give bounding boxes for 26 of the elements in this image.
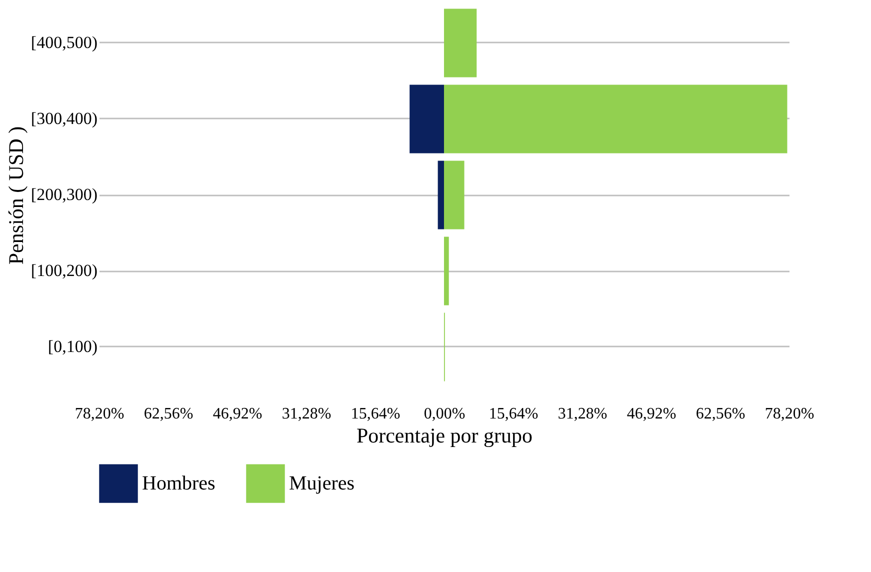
x-tick-label: 62,56% (144, 406, 194, 422)
bar (444, 84, 788, 154)
x-tick-label: 46,92% (626, 406, 676, 422)
y-tick-label: [400,500) (30, 33, 98, 52)
x-tick-label: 31,28% (282, 406, 332, 422)
legend-label: Hombres (142, 472, 216, 495)
bar (444, 160, 464, 230)
x-tick-label: 46,92% (212, 406, 262, 422)
x-tick-label: 31,28% (558, 406, 608, 422)
y-tick-label: [200,300) (30, 185, 98, 204)
x-axis-title: Porcentaje por grupo (356, 424, 533, 448)
x-tick-label: 0,00% (424, 406, 466, 422)
x-tick-label: 78,20% (764, 406, 814, 422)
y-tick-label: [100,200) (30, 261, 98, 280)
y-tick-label: [0,100) (48, 337, 98, 356)
x-tick-label: 78,20% (74, 406, 124, 422)
y-tick-label: [300,400) (30, 109, 98, 128)
x-tick-label: 15,64% (350, 406, 400, 422)
x-tick-label: 62,56% (696, 406, 746, 422)
y-axis-title: Pensión ( USD ) (4, 126, 28, 265)
bar (444, 236, 449, 306)
bar (444, 8, 477, 78)
bar (438, 160, 444, 230)
legend-label: Mujeres (289, 472, 355, 495)
bar (410, 84, 444, 154)
x-tick-label: 15,64% (488, 406, 538, 422)
